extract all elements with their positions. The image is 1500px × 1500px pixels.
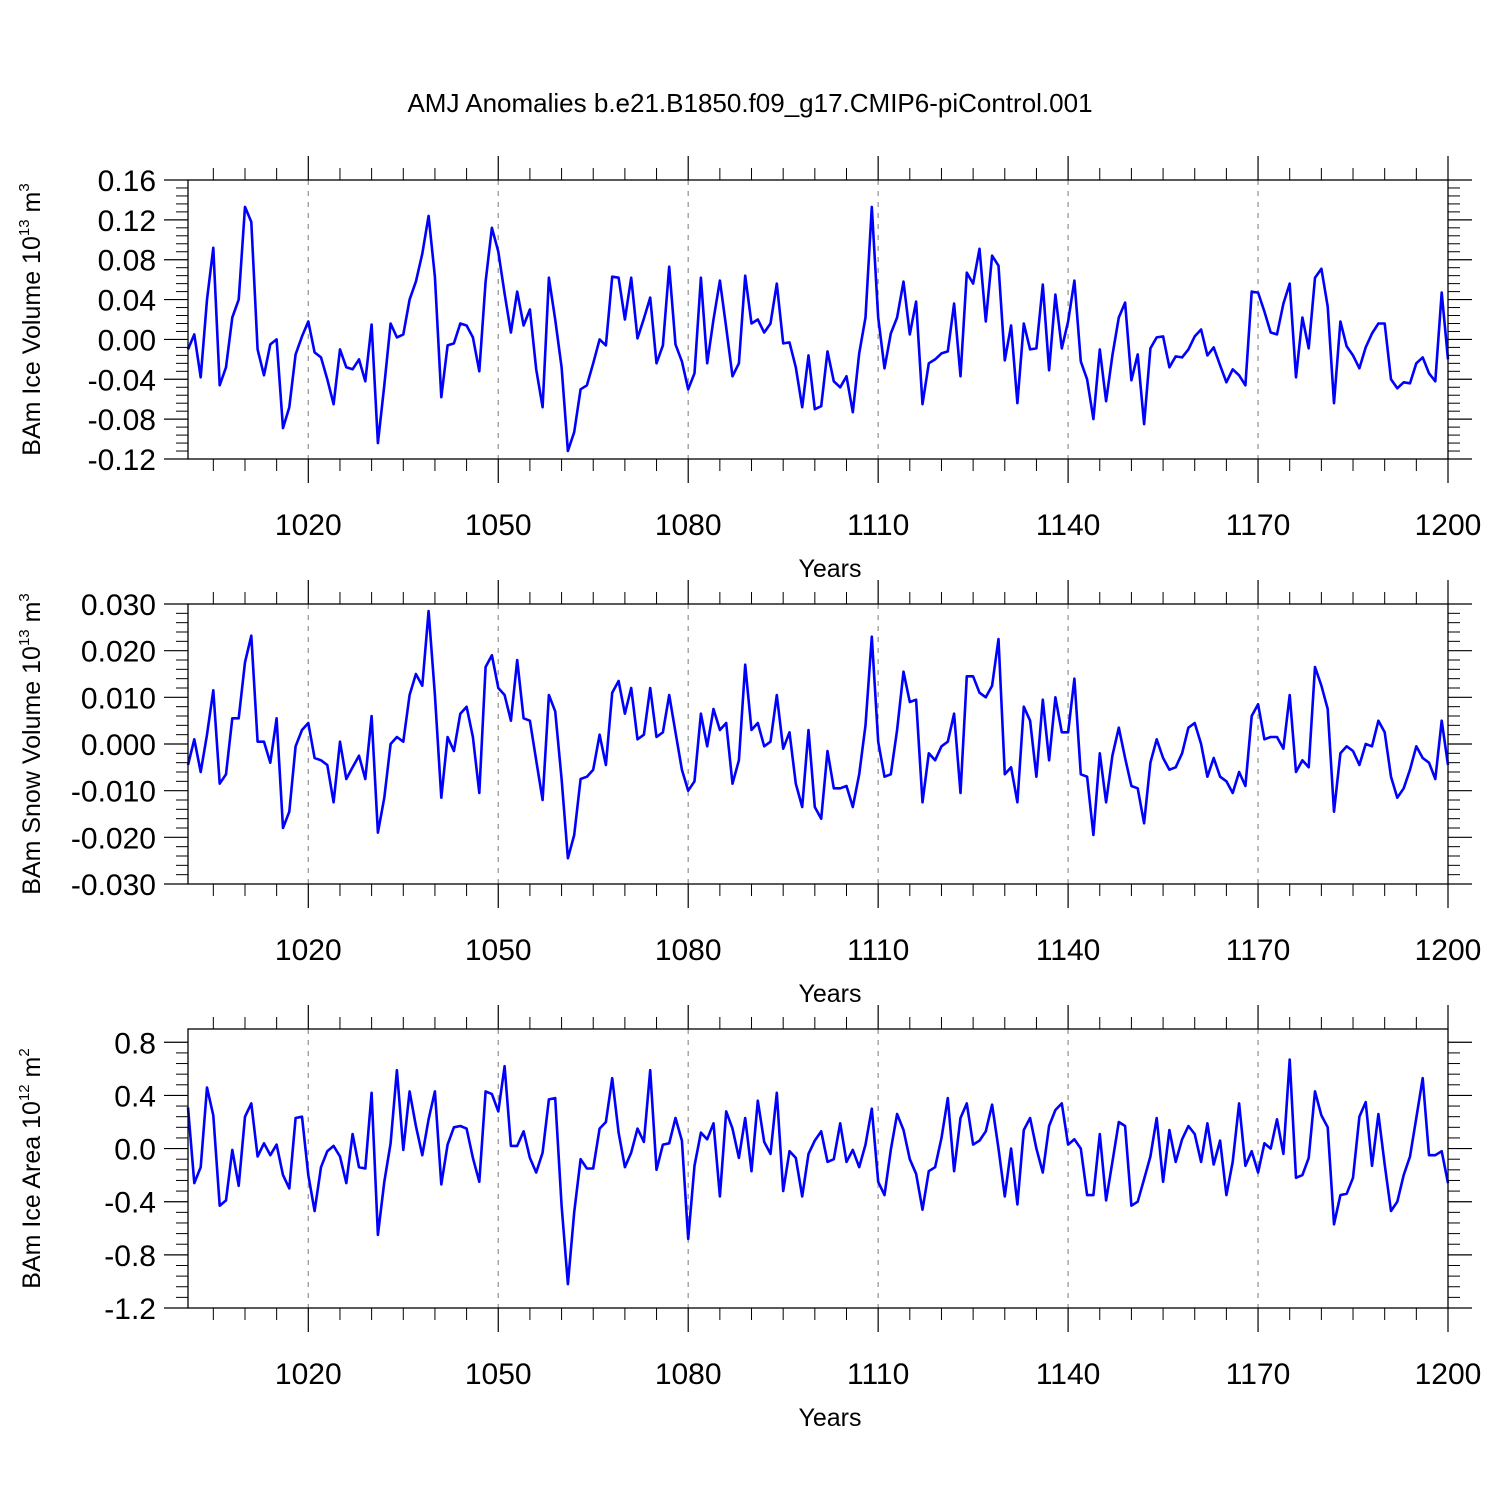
x-axis-title: Years bbox=[798, 1404, 861, 1432]
y-tick-label: 0.8 bbox=[114, 1027, 156, 1060]
y-tick-label: -0.08 bbox=[88, 404, 156, 437]
y-axis-title-part: m bbox=[18, 192, 46, 220]
y-axis-title: BAm Snow Volume 1013 m3 bbox=[16, 593, 46, 895]
x-axis-title: Years bbox=[798, 555, 861, 583]
y-axis-title-part: m bbox=[18, 1057, 46, 1085]
x-tick-label: 1140 bbox=[1036, 509, 1101, 542]
x-tick-label: 1080 bbox=[655, 1358, 722, 1391]
y-tick-label: -0.04 bbox=[88, 364, 156, 397]
x-tick-label: 1080 bbox=[655, 509, 722, 542]
y-tick-label: -0.020 bbox=[71, 822, 156, 855]
y-tick-label: -0.030 bbox=[71, 869, 156, 902]
y-axis-title-part: BAm Ice Volume 10 bbox=[18, 236, 46, 456]
y-tick-label: -0.010 bbox=[71, 776, 156, 809]
y-tick-label: 0.12 bbox=[98, 205, 156, 238]
y-axis-title-superscript: 3 bbox=[16, 183, 33, 191]
figure-title: AMJ Anomalies b.e21.B1850.f09_g17.CMIP6-… bbox=[407, 88, 1093, 118]
x-tick-label: 1140 bbox=[1036, 1358, 1101, 1391]
x-tick-label: 1020 bbox=[275, 934, 342, 967]
x-tick-label: 1050 bbox=[465, 934, 532, 967]
chart-panel-3: 1020 1050 1080 1110 1140 1170 1200 -1.2 -0.8 -0.4… bbox=[16, 1005, 1481, 1432]
y-axis-title-superscript: 13 bbox=[16, 219, 33, 236]
y-tick-label: 0.0 bbox=[114, 1134, 156, 1167]
x-tick-label: 1110 bbox=[847, 509, 909, 542]
x-tick-label: 1080 bbox=[655, 934, 722, 967]
y-axis-title-superscript: 13 bbox=[16, 629, 33, 646]
x-tick-label: 1020 bbox=[275, 1358, 342, 1391]
y-tick-label: -0.8 bbox=[104, 1240, 156, 1273]
x-tick-label: 1170 bbox=[1226, 509, 1291, 542]
y-tick-label: 0.010 bbox=[81, 682, 156, 715]
chart-panel-1: 1020 1050 1080 1110 1140 1170 1200 -0.12 -0.08 -0… bbox=[16, 156, 1481, 583]
y-axis-title-part: BAm Ice Area 10 bbox=[18, 1101, 46, 1289]
y-tick-label: -0.4 bbox=[104, 1187, 156, 1220]
data-series-line bbox=[186, 1058, 1450, 1286]
y-tick-label: 0.030 bbox=[81, 589, 156, 622]
y-axis-title-superscript: 3 bbox=[16, 593, 33, 601]
y-axis-title: BAm Ice Area 1012 m2 bbox=[16, 1048, 46, 1288]
y-tick-label: 0.000 bbox=[81, 729, 156, 762]
x-tick-label: 1170 bbox=[1226, 1358, 1291, 1391]
plot-frame bbox=[187, 179, 1449, 460]
y-tick-label: 0.16 bbox=[98, 165, 156, 198]
data-series-line bbox=[186, 609, 1450, 860]
x-tick-label: 1110 bbox=[847, 934, 909, 967]
y-axis-title-superscript: 12 bbox=[16, 1084, 33, 1101]
y-tick-label: 0.08 bbox=[98, 245, 156, 278]
x-tick-label: 1200 bbox=[1415, 509, 1482, 542]
x-tick-label: 1140 bbox=[1036, 934, 1101, 967]
y-tick-label: -0.12 bbox=[88, 444, 156, 477]
x-tick-label: 1110 bbox=[847, 1358, 909, 1391]
y-tick-label: 0.4 bbox=[114, 1080, 156, 1113]
y-tick-label: 0.04 bbox=[98, 285, 156, 318]
plot-frame bbox=[187, 603, 1449, 885]
data-series-line bbox=[186, 205, 1450, 453]
y-tick-label: 0.00 bbox=[98, 324, 156, 357]
x-tick-label: 1050 bbox=[465, 1358, 532, 1391]
y-axis-title: BAm Ice Volume 1013 m3 bbox=[16, 183, 46, 455]
y-tick-label: -1.2 bbox=[104, 1293, 156, 1326]
y-axis-title-part: BAm Snow Volume 10 bbox=[18, 646, 46, 895]
y-tick-label: 0.020 bbox=[81, 636, 156, 669]
y-axis-title-superscript: 2 bbox=[16, 1048, 33, 1056]
x-tick-label: 1020 bbox=[275, 509, 342, 542]
x-tick-label: 1200 bbox=[1415, 1358, 1482, 1391]
plot-frame bbox=[187, 1028, 1449, 1309]
x-tick-label: 1050 bbox=[465, 509, 532, 542]
y-axis-title-part: m bbox=[18, 602, 46, 630]
x-axis-title: Years bbox=[798, 980, 861, 1008]
chart-panel-2: 1020 1050 1080 1110 1140 1170 1200 -0.030 -0.020… bbox=[16, 580, 1481, 1008]
x-tick-label: 1170 bbox=[1226, 934, 1291, 967]
x-tick-label: 1200 bbox=[1415, 934, 1482, 967]
